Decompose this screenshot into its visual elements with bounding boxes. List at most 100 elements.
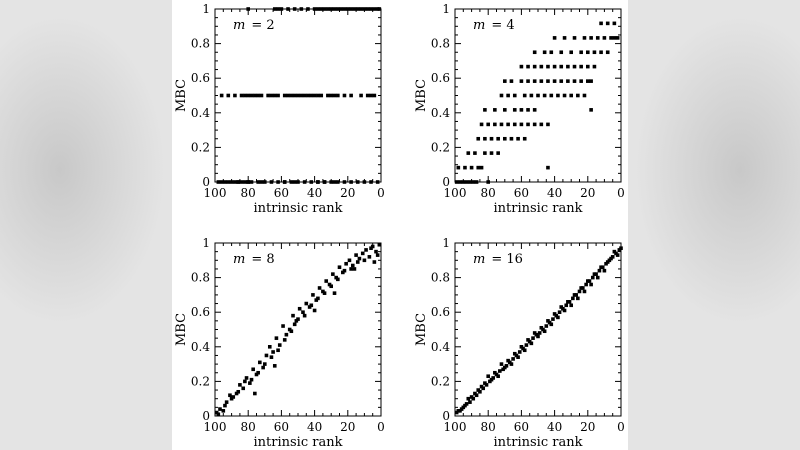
data-point	[615, 36, 620, 40]
data-point	[589, 79, 593, 83]
data-point	[349, 267, 353, 271]
data-point	[282, 338, 287, 342]
data-point	[532, 122, 537, 127]
data-point	[289, 180, 294, 184]
data-point	[519, 108, 524, 112]
data-point	[264, 353, 269, 358]
data-point	[352, 267, 357, 271]
x-tick-label: 40	[547, 186, 562, 200]
data-point	[526, 338, 530, 342]
data-point	[509, 79, 514, 83]
data-point	[569, 93, 573, 98]
annotation-symbol: m	[233, 252, 245, 267]
data-point	[223, 403, 227, 408]
data-point	[529, 93, 534, 98]
data-point	[562, 308, 567, 313]
x-axis-label: intrinsic rank	[494, 201, 583, 216]
data-point	[316, 180, 320, 184]
data-point	[336, 7, 340, 11]
data-point	[246, 7, 250, 11]
annotation-symbol: m	[473, 252, 485, 267]
data-point	[602, 36, 607, 40]
data-point	[511, 357, 515, 361]
data-point	[362, 180, 367, 184]
data-point	[483, 108, 487, 112]
panel-annotation: m = 8	[233, 252, 275, 267]
data-point	[532, 64, 537, 69]
data-point	[517, 350, 522, 354]
data-point	[286, 7, 290, 11]
data-point	[493, 122, 497, 127]
subplot-4: 100 80 60 40 20 0 0 0.2 0.4 0.6 0.8 1 intrinsic rank…	[414, 236, 625, 450]
data-point	[509, 136, 514, 141]
data-point	[292, 180, 297, 184]
data-point	[377, 7, 382, 11]
data-point	[586, 79, 590, 83]
data-point	[483, 151, 487, 155]
y-tick-label: 0.4	[431, 340, 450, 354]
data-point	[312, 93, 317, 98]
data-point	[342, 93, 347, 98]
x-axis-label: intrinsic rank	[254, 435, 343, 450]
data-point	[336, 180, 340, 184]
data-point	[546, 64, 550, 69]
y-tick-label: 0.6	[191, 71, 210, 85]
data-point	[228, 393, 232, 398]
data-point	[489, 136, 494, 141]
data-point	[493, 108, 497, 112]
data-point	[599, 21, 603, 26]
data-point	[605, 50, 610, 55]
data-point	[586, 64, 590, 69]
data-point	[474, 180, 479, 184]
data-point	[322, 291, 327, 295]
data-point	[316, 93, 320, 98]
data-point	[549, 93, 554, 98]
data-point	[531, 336, 535, 340]
data-point	[579, 79, 583, 83]
data-point	[486, 122, 490, 127]
data-point	[352, 7, 357, 11]
data-point	[582, 36, 587, 40]
data-point	[592, 272, 597, 276]
data-point	[619, 246, 623, 250]
data-point	[377, 242, 382, 247]
data-point	[337, 265, 342, 270]
data-point	[221, 409, 226, 413]
data-point	[349, 7, 353, 11]
data-point	[562, 36, 567, 40]
data-point	[597, 268, 602, 273]
data-point	[332, 7, 337, 11]
data-point	[512, 108, 517, 112]
data-point	[253, 93, 257, 98]
data-point	[461, 180, 466, 184]
data-point	[542, 50, 547, 55]
x-tick-label: 100	[204, 420, 227, 434]
panel-annotation: m = 16	[473, 252, 523, 267]
data-point	[276, 180, 280, 184]
data-point	[479, 122, 484, 127]
data-point	[342, 268, 347, 273]
data-point	[246, 180, 250, 184]
data-point	[556, 93, 560, 98]
x-tick-label: 40	[307, 186, 322, 200]
data-point	[595, 36, 600, 40]
data-point	[612, 21, 617, 26]
data-point	[359, 7, 363, 11]
data-point	[486, 180, 490, 184]
data-point	[532, 331, 537, 335]
y-tick-label: 0.4	[191, 106, 210, 120]
data-point	[522, 348, 527, 353]
data-point	[566, 64, 570, 69]
data-point	[579, 64, 583, 69]
data-point	[552, 79, 557, 83]
data-point	[542, 93, 547, 98]
data-point	[539, 64, 544, 69]
x-tick-label: 60	[274, 186, 289, 200]
subplot-3: 100 80 60 40 20 0 0 0.2 0.4 0.6 0.8 1 intrinsic rank…	[174, 236, 385, 450]
data-point	[532, 50, 537, 55]
data-point	[471, 180, 476, 184]
data-point	[350, 263, 355, 268]
x-tick-label: 100	[204, 186, 227, 200]
data-point	[506, 93, 510, 98]
data-point	[276, 348, 280, 353]
